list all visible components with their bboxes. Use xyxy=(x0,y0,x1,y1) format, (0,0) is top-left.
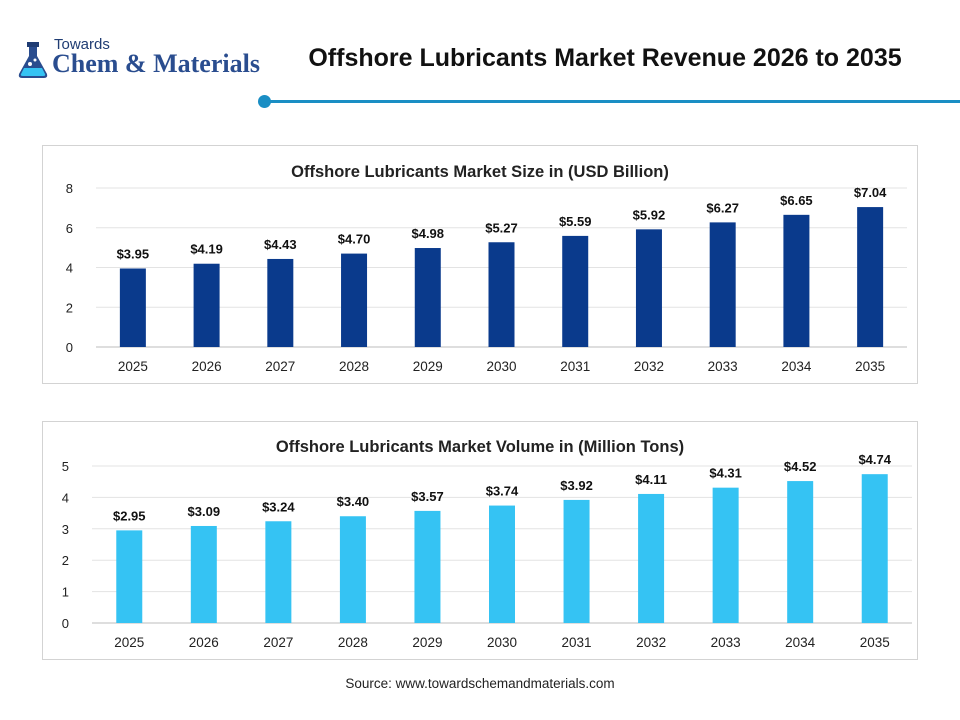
x-tick-label: 2035 xyxy=(860,635,890,650)
x-tick-label: 2034 xyxy=(785,635,816,650)
data-label: $4.70 xyxy=(338,232,371,247)
divider-dot xyxy=(258,95,271,108)
data-label: $7.04 xyxy=(854,185,887,200)
y-tick-label: 8 xyxy=(66,181,73,196)
data-label: $4.31 xyxy=(709,466,742,481)
bar-2027 xyxy=(267,258,294,347)
bar-2035 xyxy=(861,474,888,623)
market-volume-plot: 0 1 2 3 4 5 $2.95 2025 $3.09 2026 $3.24 2027 $3.40 20… xyxy=(62,452,912,650)
bar-2034 xyxy=(787,481,814,623)
data-label: $3.92 xyxy=(560,478,593,493)
y-tick-label: 4 xyxy=(62,490,69,505)
data-label: $5.92 xyxy=(633,207,666,222)
bar-2026 xyxy=(190,525,217,623)
y-tick-label: 5 xyxy=(62,459,69,474)
data-label: $6.27 xyxy=(706,200,739,215)
bar-2029 xyxy=(414,248,441,347)
x-tick-label: 2030 xyxy=(486,359,516,374)
data-label: $3.57 xyxy=(411,489,444,504)
brand-logo: Towards Chem & Materials xyxy=(16,36,266,82)
y-tick-label: 3 xyxy=(62,522,69,537)
x-tick-label: 2025 xyxy=(114,635,144,650)
bar-2033 xyxy=(709,222,736,347)
x-tick-label: 2031 xyxy=(562,635,592,650)
y-tick-label: 2 xyxy=(66,300,73,315)
chart-title: Offshore Lubricants Market Volume in (Mi… xyxy=(275,438,685,456)
y-tick-label: 0 xyxy=(62,616,69,631)
data-label: $3.74 xyxy=(486,484,519,499)
x-tick-label: 2025 xyxy=(118,359,148,374)
flask-icon xyxy=(18,42,48,78)
x-tick-label: 2026 xyxy=(192,359,222,374)
y-tick-label: 2 xyxy=(62,553,69,568)
x-tick-label: 2028 xyxy=(338,635,368,650)
bar-2025 xyxy=(116,530,143,623)
x-tick-label: 2033 xyxy=(708,359,738,374)
market-size-chart: Offshore Lubricants Market Size in (USD … xyxy=(42,145,918,384)
data-label: $4.52 xyxy=(784,459,817,474)
bar-2029 xyxy=(414,510,441,623)
bar-2031 xyxy=(563,499,590,623)
bar-2032 xyxy=(635,229,662,347)
x-tick-label: 2030 xyxy=(487,635,517,650)
x-tick-label: 2034 xyxy=(781,359,812,374)
x-tick-label: 2027 xyxy=(263,635,293,650)
x-tick-label: 2031 xyxy=(560,359,590,374)
y-tick-label: 1 xyxy=(62,585,69,600)
bar-2028 xyxy=(341,253,368,347)
data-label: $4.43 xyxy=(264,237,297,252)
market-volume-chart: Offshore Lubricants Market Volume in (Mi… xyxy=(42,421,918,660)
x-tick-label: 2026 xyxy=(189,635,219,650)
logo-top-text: Towards xyxy=(54,36,110,53)
y-tick-label: 6 xyxy=(66,221,73,236)
x-tick-label: 2033 xyxy=(711,635,741,650)
data-label: $4.11 xyxy=(635,472,667,487)
bar-2032 xyxy=(638,493,665,623)
bar-2026 xyxy=(193,263,220,347)
data-label: $4.19 xyxy=(190,242,223,257)
bar-2031 xyxy=(562,235,589,347)
title-divider xyxy=(264,100,960,103)
data-label: $4.98 xyxy=(411,226,444,241)
data-label: $5.59 xyxy=(559,214,592,229)
data-label: $3.24 xyxy=(262,499,295,514)
x-tick-label: 2032 xyxy=(634,359,664,374)
bar-2034 xyxy=(783,214,810,347)
bar-2033 xyxy=(712,487,739,623)
data-label: $4.74 xyxy=(858,452,891,467)
x-tick-label: 2029 xyxy=(413,359,443,374)
chart-title: Offshore Lubricants Market Size in (USD … xyxy=(291,163,669,181)
bar-2028 xyxy=(339,516,366,623)
x-tick-label: 2027 xyxy=(265,359,295,374)
bar-2025 xyxy=(119,268,146,347)
data-label: $5.27 xyxy=(485,220,518,235)
data-label: $2.95 xyxy=(113,508,146,523)
page-title: Offshore Lubricants Market Revenue 2026 … xyxy=(308,44,902,72)
bar-2035 xyxy=(857,207,884,347)
market-size-plot: 0 2 4 6 8 $3.95 2025 $4.19 2026 $4.43 2027 $4.70 202… xyxy=(66,181,907,374)
x-tick-label: 2029 xyxy=(412,635,442,650)
bar-2030 xyxy=(489,505,515,623)
x-tick-label: 2035 xyxy=(855,359,885,374)
data-label: $3.40 xyxy=(337,494,370,509)
bar-2027 xyxy=(265,521,292,623)
logo-main-text: Chem & Materials xyxy=(52,49,260,78)
source-note: Source: www.towardschemandmaterials.com xyxy=(345,676,615,691)
x-tick-label: 2028 xyxy=(339,359,369,374)
y-tick-label: 0 xyxy=(66,340,73,355)
data-label: $6.65 xyxy=(780,193,813,208)
data-label: $3.09 xyxy=(188,504,221,519)
x-tick-label: 2032 xyxy=(636,635,666,650)
y-tick-label: 4 xyxy=(66,261,73,276)
data-label: $3.95 xyxy=(117,246,150,261)
bar-2030 xyxy=(488,242,515,347)
